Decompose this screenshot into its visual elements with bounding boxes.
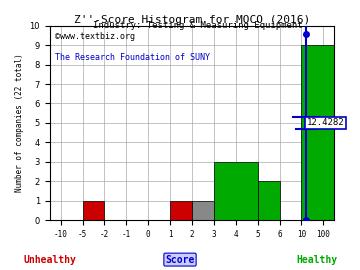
Text: Industry: Testing & Measuring Equipment: Industry: Testing & Measuring Equipment [93,21,303,30]
Text: The Research Foundation of SUNY: The Research Foundation of SUNY [55,53,211,62]
Text: Healthy: Healthy [296,255,337,265]
Text: Unhealthy: Unhealthy [24,255,77,265]
Text: Score: Score [165,255,195,265]
Title: Z''-Score Histogram for MOCO (2016): Z''-Score Histogram for MOCO (2016) [74,15,310,25]
Bar [170,201,192,220]
Bar [192,201,214,220]
Y-axis label: Number of companies (22 total): Number of companies (22 total) [15,53,24,192]
Bar [214,162,258,220]
Text: 12.4282: 12.4282 [307,119,345,127]
Bar [301,45,345,220]
Bar [82,201,104,220]
Bar [258,181,279,220]
Text: ©www.textbiz.org: ©www.textbiz.org [55,32,135,40]
